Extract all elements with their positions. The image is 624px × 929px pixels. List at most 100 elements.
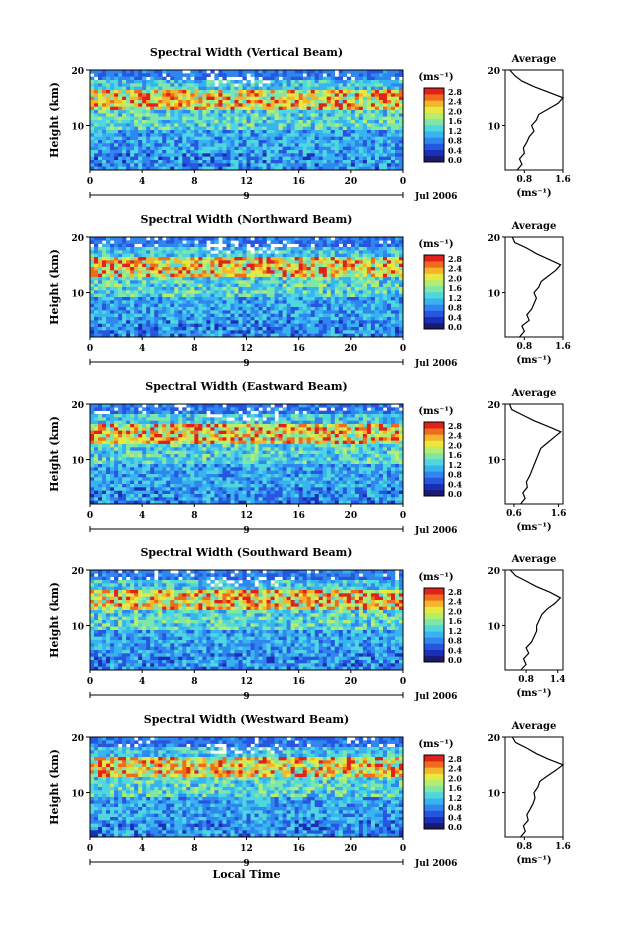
heatmap-cell [110,140,115,144]
heatmap-cell [254,327,259,331]
heatmap-cell [354,247,360,251]
heatmap-cell [210,106,215,111]
heatmap-cell [198,140,203,144]
heatmap-cell [346,310,352,314]
colorbar-tick-label: 2.4 [448,264,462,274]
heatmap-cell [210,133,215,137]
heatmap-cell [350,280,356,284]
heatmap-cell [334,237,340,241]
heatmap-cell [342,140,348,144]
heatmap-cell [258,146,263,151]
heatmap-cell [386,280,392,284]
heatmap-cell [274,76,279,81]
heatmap-cell [150,93,155,97]
heatmap-cell [150,126,155,131]
heatmap-cell [330,73,336,77]
heatmap-cell [314,70,320,74]
heatmap-cell [382,130,388,134]
heatmap-cell [246,323,251,328]
average-frame [504,69,564,171]
heatmap-cell [234,410,239,415]
heatmap-cell [314,410,320,415]
heatmap-cell [274,297,279,301]
heatmap-cell [138,156,143,161]
heatmap-cell [146,103,151,107]
heatmap-cell [186,80,191,84]
heatmap-cell [138,113,143,117]
heatmap-cell [374,320,380,324]
heatmap-cell [122,156,127,161]
heatmap-cell [254,300,259,304]
heatmap-cell [382,414,388,418]
heatmap-cell [362,163,368,167]
heatmap-cell [222,83,227,87]
heatmap-cell [270,110,275,114]
heatmap-cell [294,100,299,104]
heatmap-cell [146,317,151,321]
heatmap-cell [270,143,275,147]
heatmap-cell [370,253,376,258]
heatmap-cell [122,310,127,314]
heatmap-cell [106,293,111,298]
heatmap-cell [294,293,299,298]
heatmap-cell [350,116,356,121]
heatmap-cell [166,143,171,147]
heatmap-cell [142,283,147,288]
heatmap-cell [286,237,291,241]
heatmap-cell [370,307,376,311]
heatmap-cell [366,293,372,298]
heatmap-cell [390,130,396,134]
heatmap-cell [158,417,163,421]
heatmap-cell [358,283,364,288]
heatmap-cell [214,150,219,154]
heatmap-cell [126,307,131,311]
heatmap-cell [178,106,183,111]
heatmap-cell [114,283,119,288]
heatmap-cell [190,73,195,77]
heatmap-cell [242,163,247,167]
heatmap-cell [186,323,191,328]
heatmap-cell [218,327,223,331]
heatmap-cell [238,407,243,411]
heatmap-cell [134,410,139,415]
heatmap-cell [198,156,203,161]
heatmap-cell [122,143,127,147]
heatmap-cell [254,140,259,144]
heatmap-cell [182,323,187,328]
heatmap-cell [142,260,147,264]
heatmap-cell [138,237,143,241]
heatmap-cell [306,103,311,107]
heatmap-cell [382,277,388,281]
heatmap-cell [90,136,95,141]
heatmap-cell [294,123,299,127]
heatmap-cell [214,130,219,134]
heatmap-cell [190,323,195,328]
heatmap-cell [218,260,223,264]
heatmap-cell [158,247,163,251]
heatmap-cell [210,86,215,91]
heatmap-cell [394,280,400,284]
heatmap-cell [214,303,219,308]
heatmap-cell [354,310,360,314]
heatmap-cell [346,80,352,84]
heatmap-cell [250,297,255,301]
heatmap-cell [114,250,119,254]
heatmap-cell [390,287,396,291]
heatmap-cell [190,317,195,321]
heatmap-cell [370,237,376,241]
heatmap-cell [110,310,115,314]
heatmap-cell [154,130,159,134]
heatmap-cell [298,263,303,268]
heatmap-cell [226,297,231,301]
heatmap-cell [338,280,344,284]
heatmap-cell [282,76,287,81]
heatmap-cell [334,133,340,137]
heatmap-cell [170,143,175,147]
heatmap-cell [226,257,231,261]
heatmap-cell [234,150,239,154]
heatmap-cell [290,300,295,304]
heatmap-cell [258,410,263,415]
heatmap-cell [378,320,384,324]
heatmap-cell [170,407,175,411]
heatmap-cell [350,307,356,311]
